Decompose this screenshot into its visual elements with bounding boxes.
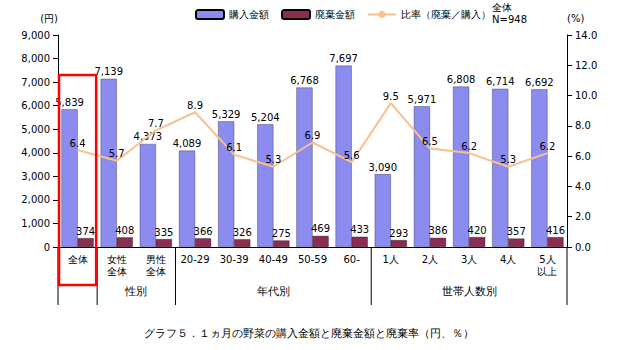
svg-text:5,204: 5,204 [251, 112, 280, 123]
svg-text:0.0: 0.0 [575, 242, 591, 253]
svg-text:30-39: 30-39 [220, 254, 249, 265]
svg-text:2.0: 2.0 [575, 211, 591, 222]
svg-text:年代別: 年代別 [257, 285, 290, 298]
svg-text:8.0: 8.0 [575, 120, 591, 131]
svg-text:3,090: 3,090 [368, 162, 397, 173]
svg-text:5,329: 5,329 [212, 109, 241, 120]
svg-text:全体: 全体 [68, 254, 88, 265]
svg-text:性別: 性別 [124, 285, 147, 298]
svg-text:326: 326 [233, 227, 252, 238]
svg-text:7,139: 7,139 [94, 66, 123, 77]
svg-text:2人: 2人 [422, 254, 438, 265]
svg-text:5.7: 5.7 [109, 148, 125, 159]
svg-text:7,000: 7,000 [21, 77, 50, 88]
svg-text:購入金額: 購入金額 [229, 9, 269, 20]
svg-text:以上: 以上 [537, 266, 557, 277]
svg-text:335: 335 [154, 227, 173, 238]
svg-text:5,839: 5,839 [55, 97, 84, 108]
svg-text:全体: 全体 [107, 266, 127, 277]
svg-text:(%): (%) [567, 13, 584, 24]
svg-text:3,000: 3,000 [21, 171, 50, 182]
svg-text:366: 366 [194, 226, 213, 237]
svg-text:40-49: 40-49 [259, 254, 288, 265]
svg-text:374: 374 [76, 226, 95, 237]
svg-text:14.0: 14.0 [575, 30, 597, 41]
svg-text:5.6: 5.6 [344, 150, 360, 161]
svg-text:5,971: 5,971 [408, 94, 437, 105]
svg-text:6.4: 6.4 [70, 138, 86, 149]
svg-text:全体: 全体 [492, 2, 512, 13]
svg-text:6,692: 6,692 [525, 77, 554, 88]
svg-text:6,714: 6,714 [486, 76, 515, 87]
svg-text:1人: 1人 [383, 254, 399, 265]
svg-text:408: 408 [115, 225, 134, 236]
svg-text:廃棄金額: 廃棄金額 [315, 9, 355, 20]
svg-text:275: 275 [272, 228, 291, 239]
svg-text:4,000: 4,000 [21, 147, 50, 158]
svg-text:6.0: 6.0 [575, 151, 591, 162]
svg-text:6.2: 6.2 [539, 141, 555, 152]
svg-text:357: 357 [507, 226, 526, 237]
svg-text:N=948: N=948 [492, 14, 527, 25]
svg-text:6.1: 6.1 [226, 142, 242, 153]
svg-text:4.0: 4.0 [575, 181, 591, 192]
svg-text:6,000: 6,000 [21, 100, 50, 111]
svg-text:20-29: 20-29 [181, 254, 210, 265]
svg-text:7,697: 7,697 [329, 53, 358, 64]
svg-text:(円): (円) [40, 13, 58, 24]
svg-text:比率（廃棄／購入）: 比率（廃棄／購入） [401, 9, 491, 20]
svg-text:10.0: 10.0 [575, 90, 597, 101]
svg-text:6.2: 6.2 [461, 141, 477, 152]
svg-text:9.5: 9.5 [383, 91, 399, 102]
svg-text:416: 416 [546, 225, 565, 236]
svg-text:世帯人数別: 世帯人数別 [442, 285, 497, 298]
svg-text:5人: 5人 [539, 254, 555, 265]
svg-text:8,000: 8,000 [21, 53, 50, 64]
svg-text:469: 469 [311, 223, 330, 234]
svg-text:4,089: 4,089 [173, 138, 202, 149]
svg-text:60-: 60- [343, 254, 360, 265]
svg-text:6.5: 6.5 [422, 136, 438, 147]
svg-text:386: 386 [428, 225, 447, 236]
svg-text:4,373: 4,373 [133, 131, 163, 143]
svg-text:4人: 4人 [500, 254, 516, 265]
svg-text:グラフ５．１ヵ月の野菜の購入金額と廃棄金額と廃棄率（円、％）: グラフ５．１ヵ月の野菜の購入金額と廃棄金額と廃棄率（円、％） [144, 327, 474, 340]
svg-text:全体: 全体 [146, 266, 166, 277]
svg-text:5,000: 5,000 [21, 124, 50, 135]
svg-text:5.3: 5.3 [265, 154, 281, 165]
svg-text:5.3: 5.3 [500, 154, 516, 165]
svg-text:8.9: 8.9 [187, 100, 203, 111]
svg-text:0: 0 [44, 242, 50, 253]
svg-text:12.0: 12.0 [575, 60, 597, 71]
svg-text:2,000: 2,000 [21, 194, 50, 205]
svg-text:6,768: 6,768 [290, 75, 319, 86]
svg-text:433: 433 [350, 224, 369, 235]
svg-text:7.7: 7.7 [148, 118, 164, 129]
svg-text:3人: 3人 [461, 254, 477, 265]
svg-text:6.9: 6.9 [305, 130, 321, 141]
svg-text:420: 420 [468, 225, 487, 236]
svg-text:1,000: 1,000 [21, 218, 50, 229]
svg-text:9,000: 9,000 [21, 30, 50, 41]
svg-text:50-59: 50-59 [298, 254, 327, 265]
svg-text:6,808: 6,808 [447, 74, 476, 85]
svg-text:女性: 女性 [107, 254, 127, 265]
svg-text:293: 293 [389, 228, 408, 239]
svg-text:男性: 男性 [146, 254, 166, 265]
